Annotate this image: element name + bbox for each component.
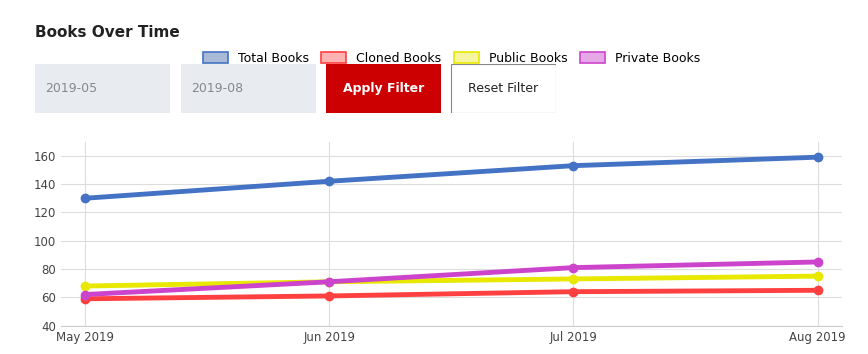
Text: Books Over Time: Books Over Time (35, 25, 180, 40)
FancyBboxPatch shape (35, 64, 170, 113)
Text: Apply Filter: Apply Filter (343, 82, 424, 95)
Text: 2019-05: 2019-05 (45, 82, 97, 95)
Legend: Total Books, Cloned Books, Public Books, Private Books: Total Books, Cloned Books, Public Books,… (202, 52, 700, 65)
FancyBboxPatch shape (181, 64, 316, 113)
FancyBboxPatch shape (451, 64, 556, 113)
FancyBboxPatch shape (326, 64, 441, 113)
Text: 2019-08: 2019-08 (191, 82, 243, 95)
Text: Reset Filter: Reset Filter (469, 82, 538, 95)
